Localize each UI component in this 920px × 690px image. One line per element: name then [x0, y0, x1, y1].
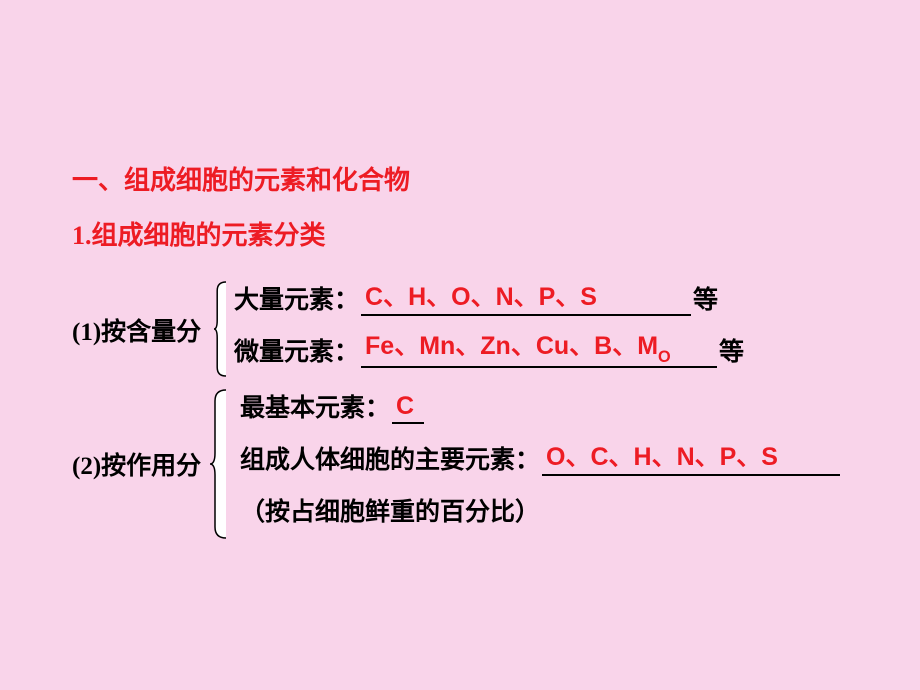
row-main-elements: 组成人体细胞的主要元素： O、C、H、N、P、S: [218, 440, 848, 476]
section-subtitle: 1.组成细胞的元素分类: [72, 215, 848, 252]
slide: 一、组成细胞的元素和化合物 1.组成细胞的元素分类 (1)按含量分 大量元素： …: [0, 0, 920, 690]
row-prefix: 最基本元素：: [240, 388, 390, 424]
row-prefix: 组成人体细胞的主要元素：: [240, 440, 540, 476]
row-prefix: （按占细胞鲜重的百分比）: [240, 492, 540, 528]
row-suffix: 等: [719, 332, 744, 368]
row-major-elements: 大量元素： C、H、O、N、P、S 等: [218, 280, 848, 316]
answer-subscript: O: [658, 348, 671, 366]
fill-blank: C、H、O、N、P、S: [361, 297, 691, 316]
answer: O、C、H、N、P、S: [546, 437, 778, 473]
section-title: 一、组成细胞的元素和化合物: [72, 160, 848, 197]
answer: Fe、Mn、Zn、Cu、B、MO: [365, 326, 671, 365]
group2-label: (2)按作用分: [72, 446, 201, 482]
group2-rows: 最基本元素： C 组成人体细胞的主要元素： O、C、H、N、P、S （按占细胞鲜…: [218, 388, 848, 528]
row-trace-elements: 微量元素： Fe、Mn、Zn、Cu、B、MO 等: [218, 332, 848, 368]
answer: C、H、O、N、P、S: [365, 277, 597, 313]
fill-blank: C: [392, 405, 424, 424]
group1-rows: 大量元素： C、H、O、N、P、S 等 微量元素： Fe、Mn、Zn、Cu、B、…: [218, 280, 848, 368]
fill-blank: Fe、Mn、Zn、Cu、B、MO: [361, 349, 717, 368]
group-by-function: (2)按作用分 最基本元素： C 组成人体细胞的主要元素： O、C、H、N、P、…: [72, 388, 848, 528]
row-suffix: 等: [693, 280, 718, 316]
answer: C: [396, 392, 414, 421]
fill-blank: O、C、H、N、P、S: [542, 457, 840, 476]
brace-icon: [208, 388, 228, 540]
row-prefix: 大量元素：: [234, 280, 359, 316]
row-basic-element: 最基本元素： C: [218, 388, 848, 424]
row-note: （按占细胞鲜重的百分比）: [218, 492, 848, 528]
group1-label: (1)按含量分: [72, 312, 201, 348]
brace-icon: [212, 280, 228, 378]
answer-part: Fe、Mn、Zn、Cu、B、M: [365, 332, 658, 360]
group-by-amount: (1)按含量分 大量元素： C、H、O、N、P、S 等 微量元素： Fe、Mn、…: [72, 280, 848, 368]
row-prefix: 微量元素：: [234, 332, 359, 368]
